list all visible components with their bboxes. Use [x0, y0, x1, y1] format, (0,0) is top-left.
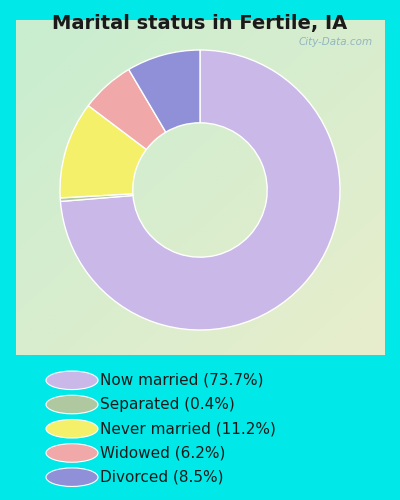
Wedge shape: [60, 50, 340, 330]
Text: Now married (73.7%): Now married (73.7%): [100, 373, 264, 388]
Text: Divorced (8.5%): Divorced (8.5%): [100, 470, 224, 484]
Wedge shape: [129, 50, 200, 132]
Wedge shape: [60, 194, 133, 202]
Circle shape: [46, 420, 98, 438]
Wedge shape: [60, 106, 146, 198]
Text: Never married (11.2%): Never married (11.2%): [100, 421, 276, 436]
Text: Widowed (6.2%): Widowed (6.2%): [100, 446, 225, 460]
Circle shape: [46, 444, 98, 462]
Wedge shape: [88, 70, 166, 150]
Circle shape: [46, 396, 98, 414]
Circle shape: [46, 468, 98, 486]
Text: Marital status in Fertile, IA: Marital status in Fertile, IA: [52, 14, 348, 33]
Text: Separated (0.4%): Separated (0.4%): [100, 397, 235, 412]
Circle shape: [46, 371, 98, 390]
Text: City-Data.com: City-Data.com: [299, 37, 373, 47]
